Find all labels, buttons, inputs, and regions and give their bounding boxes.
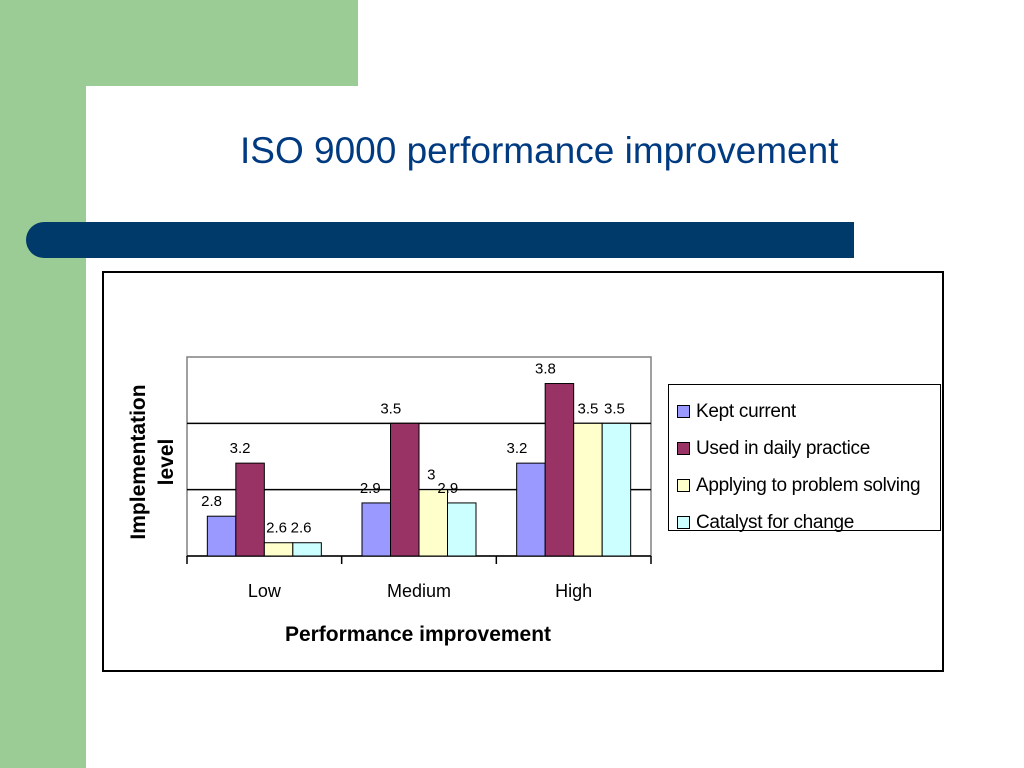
bar <box>516 462 546 557</box>
bar <box>235 462 265 557</box>
data-label: 3.8 <box>535 361 556 378</box>
top-accent-band <box>0 0 358 86</box>
data-label: 3.5 <box>577 400 598 417</box>
legend-item: Kept current <box>669 393 940 430</box>
legend-label: Used in daily practice <box>696 437 870 459</box>
data-label: 2.8 <box>201 493 222 510</box>
bar <box>418 489 448 557</box>
legend-label: Catalyst for change <box>696 511 854 533</box>
data-label: 3 <box>427 467 435 484</box>
legend-label: Applying to problem solving <box>696 474 921 496</box>
bar <box>263 542 294 557</box>
bar <box>292 542 322 557</box>
legend-swatch <box>677 479 690 492</box>
x-tick-label: Medium <box>387 581 451 601</box>
legend-swatch <box>677 442 690 455</box>
data-label: 2.9 <box>437 480 458 497</box>
x-tick-label: Low <box>248 581 282 601</box>
legend-swatch <box>677 516 690 529</box>
bar <box>447 502 477 557</box>
slide-title: ISO 9000 performance improvement <box>240 130 839 171</box>
bar <box>544 383 575 557</box>
chart-legend: Kept current Used in daily practice Applyi… <box>668 384 941 533</box>
y-axis-title: Implementation level <box>127 384 178 539</box>
bar <box>573 422 603 557</box>
title-underline-bar <box>26 222 854 258</box>
bar <box>206 515 237 557</box>
bar <box>601 422 632 557</box>
bar <box>390 422 420 557</box>
side-accent-band <box>0 0 86 768</box>
legend-item: Used in daily practice <box>669 430 940 467</box>
data-label: 2.9 <box>360 480 381 497</box>
data-label: 3.2 <box>230 440 251 457</box>
data-label: 2.6 <box>291 520 312 537</box>
legend-swatch <box>677 405 690 418</box>
data-label: 3.5 <box>604 400 625 417</box>
legend-item: Applying to problem solving <box>669 467 940 504</box>
x-tick-label: High <box>555 581 592 601</box>
bar <box>361 502 391 557</box>
x-axis-title: Performance improvement <box>285 623 551 646</box>
legend-label: Kept current <box>696 400 796 422</box>
data-label: 3.5 <box>380 400 401 417</box>
legend-item: Catalyst for change <box>669 504 940 541</box>
data-label: 2.6 <box>266 520 287 537</box>
data-label: 3.2 <box>506 440 527 457</box>
